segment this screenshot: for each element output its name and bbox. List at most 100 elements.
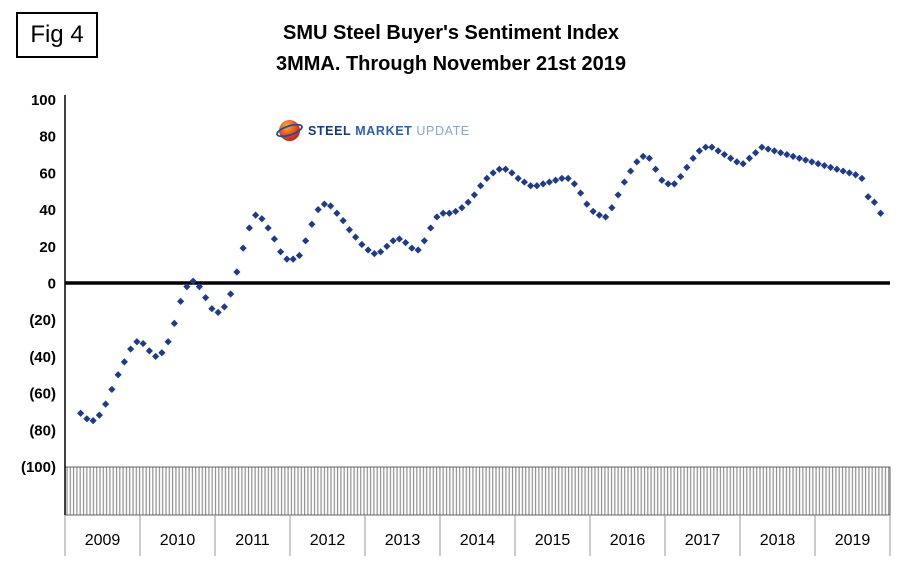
data-point-marker: [133, 338, 141, 346]
data-point-marker: [745, 154, 753, 162]
data-point-marker: [458, 204, 466, 212]
data-point-marker: [89, 417, 97, 425]
data-point-marker: [270, 235, 278, 243]
data-point-marker: [258, 215, 266, 223]
data-point-marker: [314, 206, 322, 214]
data-point-marker: [139, 339, 147, 348]
data-point-marker: [108, 385, 116, 394]
data-point-marker: [845, 169, 853, 177]
data-point-marker: [395, 235, 403, 243]
data-point-marker: [408, 244, 416, 252]
figure-label: Fig 4: [30, 21, 84, 48]
data-point-marker: [377, 248, 385, 256]
data-point-marker: [233, 268, 241, 276]
hatch-band: [64, 466, 891, 516]
data-point-marker: [758, 143, 766, 151]
data-point-marker: [533, 182, 541, 190]
data-point-marker: [752, 149, 760, 157]
data-point-marker: [620, 178, 628, 186]
y-tick-label: (20): [29, 312, 56, 329]
figure-label-box: Fig 4: [16, 12, 98, 58]
data-point-marker: [177, 297, 185, 305]
data-point-marker: [370, 250, 378, 258]
y-tick-label: (80): [29, 422, 56, 439]
data-point-marker: [827, 163, 835, 171]
data-point-marker: [702, 143, 710, 151]
data-point-marker: [364, 246, 372, 254]
x-tick-label: 2015: [535, 532, 571, 549]
data-point-marker: [208, 305, 216, 313]
data-point-marker: [433, 213, 441, 221]
y-tick-label: 20: [39, 239, 56, 256]
data-point-marker: [808, 158, 816, 166]
data-point-marker: [339, 217, 347, 225]
data-point-marker: [558, 174, 566, 183]
data-point-marker: [658, 176, 666, 184]
data-point-marker: [720, 150, 728, 159]
data-point-marker: [352, 233, 360, 241]
x-tick-label: 2017: [685, 532, 721, 549]
x-tick-label: 2018: [760, 532, 796, 549]
data-point-marker: [189, 277, 197, 285]
data-point-marker: [83, 415, 91, 423]
data-point-marker: [552, 176, 560, 184]
data-point-marker: [452, 207, 460, 216]
data-point-marker: [514, 174, 522, 183]
data-point-marker: [877, 209, 885, 217]
data-point-marker: [833, 165, 841, 173]
data-point-marker: [520, 178, 528, 186]
data-point-marker: [639, 152, 647, 160]
data-point-marker: [795, 154, 803, 162]
chart-title-line1: SMU Steel Buyer's Sentiment Index: [283, 22, 619, 44]
data-point-marker: [95, 411, 103, 419]
data-point-marker: [427, 224, 435, 232]
y-tick-label: 60: [39, 165, 56, 182]
smu-logo: STEEL MARKET UPDATE: [276, 117, 470, 144]
y-tick-label: 100: [31, 92, 56, 109]
data-point-marker: [508, 169, 516, 177]
data-point-marker: [102, 400, 110, 408]
data-point-marker: [645, 154, 653, 162]
y-tick-label: (40): [29, 349, 56, 366]
data-point-marker: [502, 165, 510, 173]
data-point-marker: [727, 154, 735, 162]
data-point-marker: [464, 198, 472, 206]
data-point-marker: [814, 160, 822, 168]
data-point-marker: [489, 169, 497, 177]
data-point-marker: [708, 143, 716, 151]
data-point-marker: [383, 242, 391, 250]
data-point-marker: [170, 319, 178, 327]
data-point-marker: [302, 237, 310, 245]
y-tick-label: (60): [29, 386, 56, 403]
x-axis-separators: [64, 515, 891, 556]
data-point-marker: [864, 193, 872, 201]
logo-word-steel: STEEL: [308, 123, 352, 138]
chart-title: SMU Steel Buyer's Sentiment Index 3MMA. …: [0, 18, 902, 80]
y-tick-label: 80: [39, 129, 56, 146]
data-point-marker: [820, 161, 828, 170]
data-point-marker: [695, 147, 703, 155]
x-tick-label: 2019: [835, 532, 871, 549]
smu-logo-globe-icon: [276, 120, 303, 141]
data-point-marker: [852, 171, 860, 179]
data-point-marker: [145, 347, 153, 355]
data-point-marker: [602, 213, 610, 221]
data-point-marker: [308, 220, 316, 228]
data-point-marker: [764, 145, 772, 153]
data-point-marker: [77, 409, 85, 417]
data-point-marker: [195, 283, 203, 291]
data-point-marker: [739, 160, 747, 168]
data-point-marker: [789, 152, 797, 160]
data-point-marker: [164, 338, 172, 346]
x-tick-label: 2009: [85, 532, 121, 549]
data-point-marker: [564, 174, 572, 183]
data-point-marker: [664, 180, 672, 188]
data-point-marker: [652, 165, 660, 173]
data-point-marker: [627, 167, 635, 175]
data-point-marker: [714, 147, 722, 155]
data-point-marker: [527, 182, 535, 190]
data-point-marker: [264, 224, 272, 232]
data-point-marker: [614, 191, 622, 199]
y-tick-label: 0: [48, 276, 56, 293]
